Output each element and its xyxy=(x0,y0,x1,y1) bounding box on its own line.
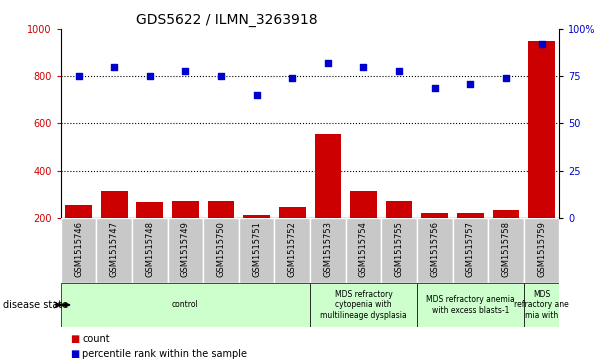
Bar xyxy=(168,218,203,283)
Bar xyxy=(208,201,235,218)
Point xyxy=(216,73,226,79)
Bar xyxy=(101,191,128,218)
Point xyxy=(288,75,297,81)
Bar xyxy=(97,218,132,283)
Bar xyxy=(417,218,452,283)
Text: GDS5622 / ILMN_3263918: GDS5622 / ILMN_3263918 xyxy=(136,13,317,26)
Point xyxy=(323,60,333,66)
Bar xyxy=(385,201,412,218)
Text: MDS
refractory ane
mia with: MDS refractory ane mia with xyxy=(514,290,569,320)
Bar xyxy=(310,218,346,283)
Point xyxy=(74,73,83,79)
Text: ■: ■ xyxy=(70,334,79,344)
Bar xyxy=(243,215,270,218)
Text: GSM1515759: GSM1515759 xyxy=(537,221,546,277)
Point xyxy=(466,81,475,87)
Text: GSM1515755: GSM1515755 xyxy=(395,221,404,277)
Bar xyxy=(136,203,163,218)
Point xyxy=(501,75,511,81)
Point xyxy=(252,92,261,98)
Point xyxy=(181,68,190,73)
Bar xyxy=(523,283,559,327)
Text: control: control xyxy=(172,301,199,309)
Text: GSM1515756: GSM1515756 xyxy=(430,221,439,277)
Text: GSM1515758: GSM1515758 xyxy=(502,221,511,277)
Bar xyxy=(417,283,523,327)
Text: MDS refractory anemia
with excess blasts-1: MDS refractory anemia with excess blasts… xyxy=(426,295,515,315)
Text: GSM1515746: GSM1515746 xyxy=(74,221,83,277)
Bar xyxy=(528,41,555,218)
Bar xyxy=(492,209,519,218)
Bar xyxy=(488,218,523,283)
Bar xyxy=(314,134,341,218)
Text: GSM1515753: GSM1515753 xyxy=(323,221,333,277)
Text: GSM1515752: GSM1515752 xyxy=(288,221,297,277)
Text: count: count xyxy=(82,334,109,344)
Point xyxy=(394,68,404,73)
Bar xyxy=(350,191,377,218)
Bar xyxy=(381,218,417,283)
Bar xyxy=(61,218,97,283)
Bar xyxy=(239,218,274,283)
Bar xyxy=(346,218,381,283)
Bar xyxy=(457,213,484,218)
Text: GSM1515750: GSM1515750 xyxy=(216,221,226,277)
Text: GSM1515757: GSM1515757 xyxy=(466,221,475,277)
Bar xyxy=(172,201,199,218)
Bar xyxy=(452,218,488,283)
Point xyxy=(109,64,119,70)
Text: GSM1515751: GSM1515751 xyxy=(252,221,261,277)
Bar xyxy=(523,218,559,283)
Bar xyxy=(132,218,168,283)
Point xyxy=(430,85,440,90)
Bar xyxy=(65,205,92,218)
Text: GSM1515749: GSM1515749 xyxy=(181,221,190,277)
Bar xyxy=(203,218,239,283)
Point xyxy=(537,41,547,47)
Text: GSM1515754: GSM1515754 xyxy=(359,221,368,277)
Text: GSM1515748: GSM1515748 xyxy=(145,221,154,277)
Text: disease state: disease state xyxy=(3,300,68,310)
Text: GSM1515747: GSM1515747 xyxy=(109,221,119,277)
Text: MDS refractory
cytopenia with
multilineage dysplasia: MDS refractory cytopenia with multilinea… xyxy=(320,290,407,320)
Bar xyxy=(421,213,448,218)
Bar xyxy=(310,283,417,327)
Point xyxy=(145,73,154,79)
Text: percentile rank within the sample: percentile rank within the sample xyxy=(82,349,247,359)
Text: ■: ■ xyxy=(70,349,79,359)
Bar xyxy=(61,283,310,327)
Point xyxy=(359,64,368,70)
Bar xyxy=(274,218,310,283)
Bar xyxy=(279,207,306,218)
